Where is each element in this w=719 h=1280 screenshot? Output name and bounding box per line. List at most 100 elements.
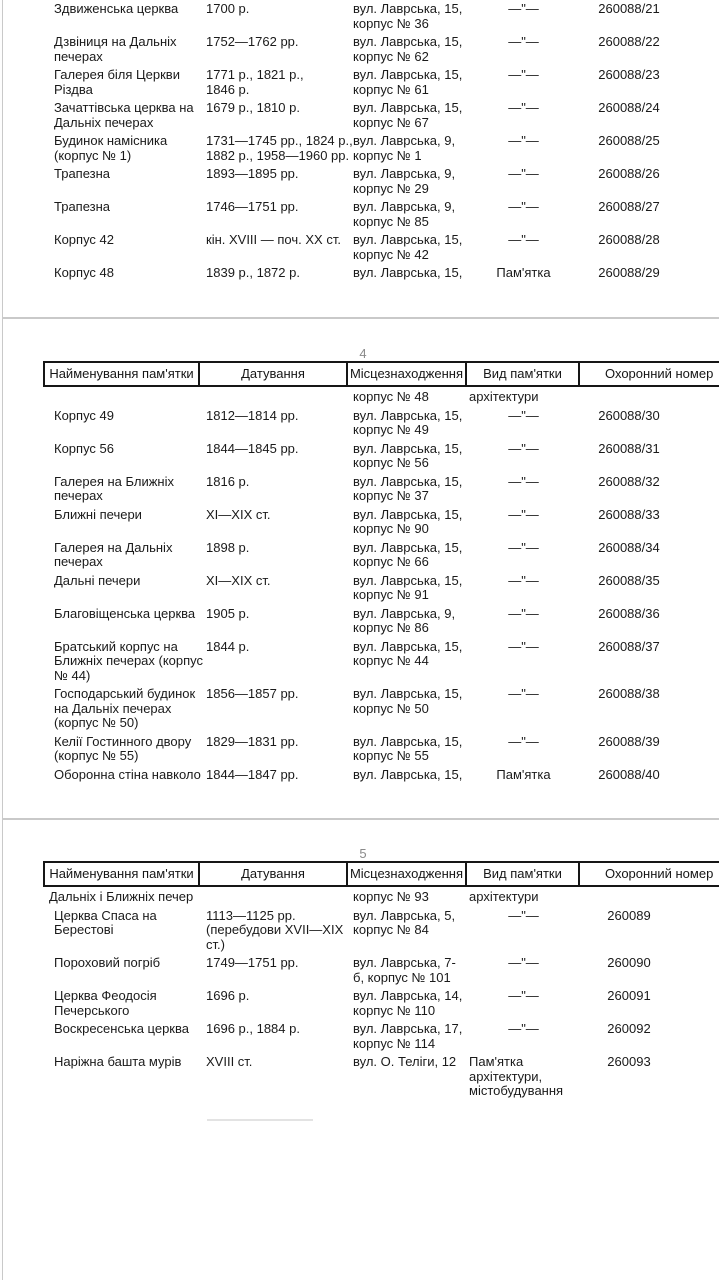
cell-protection-number: 260088/23	[598, 67, 660, 82]
table-row: Господарський будинок на Дальніх печерах(…	[43, 686, 719, 731]
cell-protection-number: 260088/28	[598, 232, 660, 247]
page-5: 5 Найменування пам'ятки Датування Місцезна…	[2, 819, 719, 1280]
cell-monument-name: Братський корпус на Ближніх печерах (корп…	[54, 638, 204, 683]
cell-location: вул. Лаврська, 15, корпус № 67	[353, 100, 463, 130]
cell-dating: 1700 р.	[206, 1, 250, 16]
cell-monument-name: Дзвіниця на Дальніх печерах	[54, 34, 177, 64]
cell-protection-number: 260088/29	[598, 265, 660, 280]
cell-monument-name: Келії Гостинного двору (корпус № 55)	[54, 733, 192, 763]
cell-monument-name: Пороховий погріб	[54, 955, 161, 970]
cell-type: —"—	[508, 733, 539, 749]
cell-monument-name: Наріжна башта мурів	[54, 1054, 182, 1069]
cell-dating: 1696 р.	[206, 988, 250, 1003]
cell-type: —"—	[508, 67, 539, 82]
cell-location: вул. Лаврська, 15, корпус № 42	[353, 232, 463, 262]
cell-dating: 1898 р.	[206, 539, 250, 555]
cell-location: вул. Лаврська, 15, корпус № 36	[353, 1, 463, 31]
cell-dating: XVIII ст.	[206, 1054, 253, 1069]
table-row: Дзвіниця на Дальніх печерах 1752—1762 рр. в…	[43, 34, 719, 64]
cell-protection-number: 260088/33	[598, 506, 660, 522]
table-row: Трапезна 1746—1751 рр. вул. Лаврська, 9, ко…	[43, 199, 719, 229]
cell-protection-number: 260088/38	[598, 686, 660, 701]
cell-type: —"—	[508, 686, 539, 701]
cell-monument-name: Зачаттівська церква на Дальніх печерах	[54, 100, 194, 130]
cell-dating: 1856—1857 рр.	[206, 686, 299, 701]
table-row: Церква Спаса на Берестові 1113—1125 рр. (пе…	[43, 907, 719, 953]
cell-location: корпус № 93	[353, 889, 429, 904]
cell-monument-name: Оборонна стіна навколо	[54, 766, 201, 782]
cell-location: вул. Лаврська, 15, корпус № 90	[353, 506, 463, 536]
cell-type: —"—	[508, 1021, 539, 1036]
cell-dating: XI—XIX ст.	[206, 572, 271, 588]
cell-location: вул. Лаврська, 15,	[353, 766, 463, 782]
col-header-type: Вид пам'ятки	[467, 363, 580, 385]
cell-protection-number: 260093	[607, 1054, 651, 1069]
table-row: Келії Гостинного двору (корпус № 55) 1829—…	[43, 733, 719, 764]
table-row: Корпус 49 1812—1814 рр. вул. Лаврська, 15,…	[43, 407, 719, 438]
table-row: Ближні печери XI—XIX ст. вул. Лаврська, 15…	[43, 506, 719, 537]
cell-protection-number	[580, 890, 678, 905]
cell-monument-name: Галерея на Дальніх печерах	[54, 539, 173, 569]
cell-protection-number: 260088/27	[598, 199, 660, 214]
footnote-rule	[207, 1119, 313, 1121]
cell-type: —"—	[508, 473, 539, 489]
col-header-dating: Датування	[200, 363, 348, 385]
cell-location: вул. Лаврська, 9, корпус № 86	[353, 605, 456, 635]
cell-monument-name: Дальні печери	[54, 572, 141, 588]
cell-monument-name: Галерея біля Церкви Різдва	[54, 67, 180, 97]
cell-location: вул. Лаврська, 15, корпус № 62	[353, 34, 463, 64]
table-row: Наріжна башта мурів XVIII ст. вул. О. Телі…	[43, 1054, 719, 1099]
cell-dating: 1893—1895 рр.	[206, 166, 299, 181]
cell-monument-name: Корпус 42	[54, 232, 114, 247]
cell-monument-name: Ближні печери	[54, 506, 142, 522]
cell-location: вул. Лаврська, 15, корпус № 91	[353, 572, 463, 602]
cell-type: Пам'ятка	[496, 766, 551, 782]
cell-location: вул. Лаврська, 15, корпус № 55	[353, 733, 463, 763]
col-header-dating: Датування	[200, 863, 348, 885]
cell-location: вул. Лаврська, 15, корпус № 49	[353, 407, 463, 437]
col-header-location: Місцезнаходження	[348, 363, 467, 385]
cell-dating: XI—XIX ст.	[206, 506, 271, 522]
cell-location: вул. О. Теліги, 12	[353, 1054, 457, 1069]
cell-protection-number: 260088/26	[598, 166, 660, 181]
cell-dating	[200, 890, 348, 905]
cell-type: —"—	[508, 199, 539, 214]
cell-location: вул. Лаврська, 5, корпус № 84	[353, 907, 456, 937]
cell-type: —"—	[508, 907, 539, 923]
col-header-type: Вид пам'ятки	[467, 863, 580, 885]
cell-location: вул. Лаврська, 7- б, корпус № 101	[353, 955, 456, 985]
table-row: Здвиженська церква 1700 р. вул. Лаврська, …	[43, 1, 719, 31]
cell-dating: 1749—1751 рр.	[206, 955, 299, 970]
cell-dating: 1844 р.	[206, 638, 250, 654]
cell-location: вул. Лаврська, 15, корпус № 50	[353, 686, 463, 716]
cell-protection-number: 260088/25	[598, 133, 660, 148]
cell-type: архітектури	[469, 889, 539, 904]
cell-monument-name: Здвиженська церква	[54, 1, 179, 16]
cell-type: —"—	[508, 407, 539, 423]
cell-location: вул. Лаврська, 15, корпус № 37	[353, 473, 463, 503]
cell-location: вул. Лаврська, 15, корпус № 56	[353, 440, 463, 470]
cell-protection-number: 260088/37	[598, 638, 660, 654]
cell-dating: 1679 р., 1810 р.	[206, 100, 300, 115]
cell-dating: 1812—1814 рр.	[206, 407, 299, 423]
cell-type: —"—	[508, 988, 539, 1003]
table-row-continuation: корпус № 48 архітектури	[43, 389, 719, 405]
table-row: Братський корпус на Ближніх печерах (корп…	[43, 638, 719, 684]
cell-dating: 1816 р.	[206, 473, 250, 489]
cell-location: вул. Лаврська, 15, корпус № 44	[353, 638, 463, 668]
cell-location: вул. Лаврська, 9, корпус № 29	[353, 166, 456, 196]
table-row: Зачаттівська церква на Дальніх печерах 167…	[43, 100, 719, 130]
cell-type: —"—	[508, 34, 539, 49]
cell-location: вул. Лаврська, 15, корпус № 61	[353, 67, 463, 97]
cell-type: —"—	[508, 100, 539, 115]
table-row: Оборонна стіна навколо 1844—1847 рр. вул. …	[43, 766, 719, 783]
cell-protection-number: 260088/36	[598, 605, 660, 621]
table-row: Благовіщенська церква 1905 р. вул. Лаврськ…	[43, 605, 719, 636]
table-row: Корпус 48 1839 р., 1872 р. вул. Лаврська, …	[43, 265, 719, 281]
cell-monument-name: Корпус 48	[54, 265, 114, 280]
col-header-number: Охоронний номер	[605, 366, 714, 381]
cell-type: —"—	[508, 232, 539, 247]
cell-dating: 1844—1845 рр.	[206, 440, 299, 456]
cell-dating: кін. XVIII — поч. XX ст.	[206, 232, 341, 247]
